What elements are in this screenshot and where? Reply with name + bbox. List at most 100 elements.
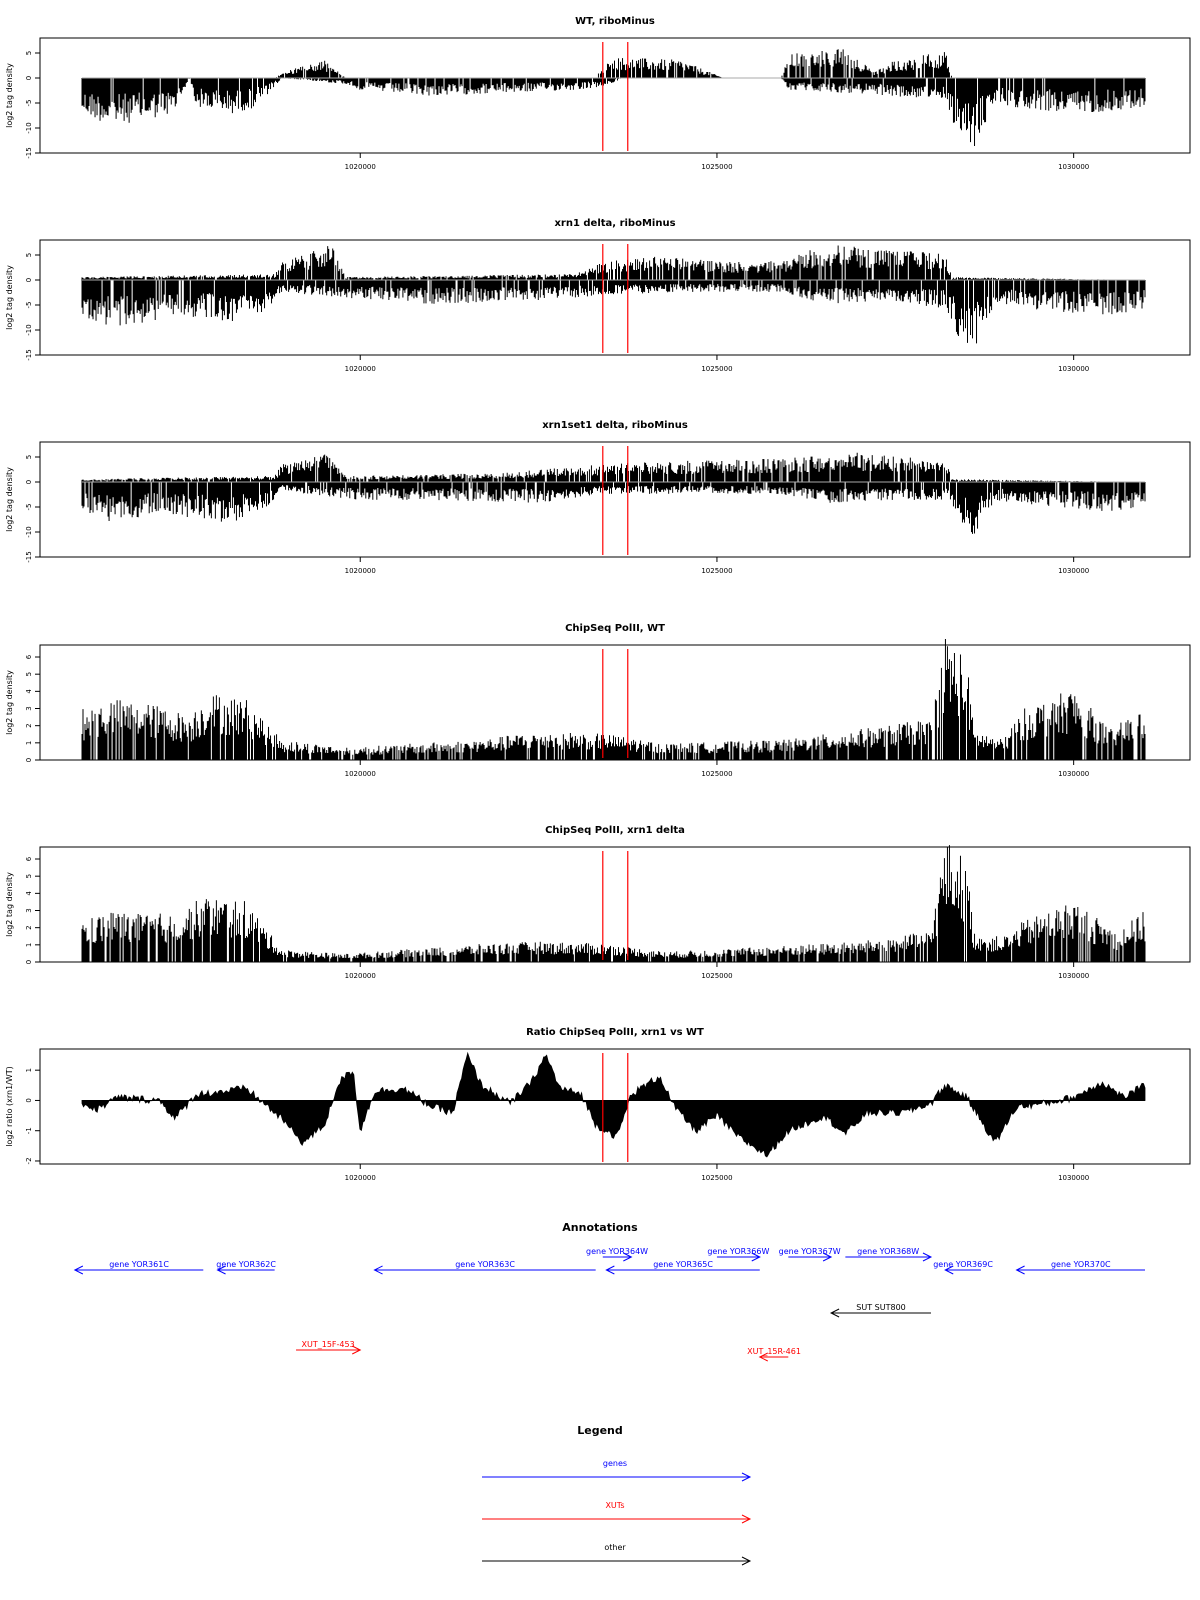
legend-arrowhead [741,1514,752,1524]
x-tick-label: 1020000 [345,770,376,778]
y-axis-label: log2 tag density [5,265,14,330]
legend-title: Legend [577,1424,623,1437]
chart-title: ChipSeq PolII, xrn1 delta [545,825,685,836]
feature-label: gene YOR363C [455,1260,515,1269]
chart-title: Ratio ChipSeq PolII, xrn1 vs WT [526,1027,704,1038]
positive-bars [81,245,1126,280]
y-tick-label: 4 [25,689,33,694]
y-tick-label: 0 [25,1098,33,1102]
legend-arrowhead [741,1472,752,1482]
chart-panel-5: ChipSeq PolII, xrn1 delta log2 tag densit… [5,825,1191,980]
x-tick-label: 1030000 [1058,770,1089,778]
y-tick-label: 5 [25,455,33,459]
x-tick-label: 1025000 [701,1174,732,1182]
chart-title: xrn1 delta, riboMinus [554,218,675,229]
signal-series [81,245,1146,344]
y-tick-label: 2 [25,925,33,929]
y-tick-label: 4 [25,891,33,896]
y-tick-label: -10 [25,324,33,335]
y-tick-label: 1 [25,741,33,745]
xut-feature: XUT_15F-453 [296,1340,362,1355]
signal-series [81,1051,1146,1158]
y-axis-label: log2 tag density [5,63,14,128]
plot-frame [39,37,1191,154]
panels: WT, riboMinus log2 tag density -1 5 -10 -5 0 5 1… [5,16,1191,1182]
gene-feature: gene YOR362C [216,1260,276,1275]
y-tick-label: 0 [25,758,33,762]
plot-frame [39,1048,1191,1165]
x-tick-label: 1020000 [345,567,376,575]
arrow-head [605,1265,615,1275]
plot-frame [39,239,1191,356]
gene-feature: gene YOR368W [845,1247,933,1262]
arrow-head [758,1352,768,1362]
signal-series [81,452,1146,534]
y-tick-label: 0 [25,278,33,282]
signal-series [81,49,1146,147]
positive-bars [81,845,1146,962]
arrow-head [944,1265,954,1275]
feature-label: gene YOR361C [109,1260,169,1269]
x-tick-label: 1020000 [345,972,376,980]
chart-panel-2: xrn1 delta, riboMinus log2 tag density -15… [5,218,1191,373]
gene-feature: gene YOR364W [586,1247,648,1262]
plot-frame [39,441,1191,558]
chart-title: xrn1set1 delta, riboMinus [542,420,688,431]
y-tick-label: 3 [25,908,33,912]
arrow-head [216,1265,226,1275]
annotations-title: Annotations [562,1221,638,1234]
positive-bars [81,452,1126,482]
x-tick-label: 1025000 [701,567,732,575]
y-axis-label: log2 tag density [5,872,14,937]
signal-series [81,639,1146,760]
arrow-head [1015,1265,1025,1275]
chart-panel-1: WT, riboMinus log2 tag density -15 -10 -5 0 5 1… [5,16,1191,171]
legend-item-genes: genes [482,1459,752,1482]
gene-feature: gene YOR365C [605,1260,760,1275]
chart-title: ChipSeq PolII, WT [565,623,665,634]
arrow-head [73,1265,84,1275]
y-tick-label: 1 [25,943,33,947]
ratio-area [81,1051,1146,1158]
negative-bars [81,78,1146,147]
legend: Legend genes XUTs other [482,1424,752,1566]
legend-label: other [604,1543,626,1552]
y-tick-label: -10 [25,122,33,133]
x-tick-label: 1025000 [701,770,732,778]
gene-feature: gene YOR363C [373,1260,596,1275]
feature-label: XUT_15F-453 [302,1340,355,1349]
y-tick-label: -2 [25,1157,33,1164]
y-axis-label: log2 ratio (xrn1/WT) [5,1066,14,1147]
chart-panel-4: ChipSeq PolII, WT log2 tag density 0 1 2 3 4 5 6… [5,623,1191,778]
negative-bars [81,280,1146,344]
y-tick-label: 0 [25,480,33,484]
feature-label: gene YOR362C [216,1260,276,1269]
y-tick-label: 1 [25,1068,33,1072]
gene-feature: gene YOR370C [1015,1260,1145,1275]
x-tick-label: 1030000 [1058,567,1089,575]
y-tick-label: -5 [25,302,33,309]
legend-arrowhead [741,1556,752,1566]
legend-label: XUTs [605,1501,624,1510]
legend-label: genes [603,1459,627,1468]
arrow-head [829,1308,840,1318]
y-tick-label: 3 [25,706,33,710]
negative-bars [81,482,1146,534]
y-tick-label: -10 [25,526,33,537]
y-tick-label: -5 [25,100,33,107]
y-tick-label: 5 [25,253,33,257]
y-tick-label: -1 [25,1127,33,1134]
y-tick-label: 5 [25,874,33,878]
gene-feature: gene YOR366W [707,1247,769,1262]
feature-label: gene YOR364W [586,1247,648,1256]
y-tick-label: 6 [25,856,33,861]
arrow-head [922,1252,933,1262]
feature-label: gene YOR369C [933,1260,993,1269]
feature-label: gene YOR368W [857,1247,919,1256]
y-tick-label: 5 [25,51,33,55]
y-tick-label: 0 [25,76,33,80]
x-tick-label: 1020000 [345,365,376,373]
chart-title: WT, riboMinus [575,16,655,27]
arrow-head [822,1252,833,1262]
